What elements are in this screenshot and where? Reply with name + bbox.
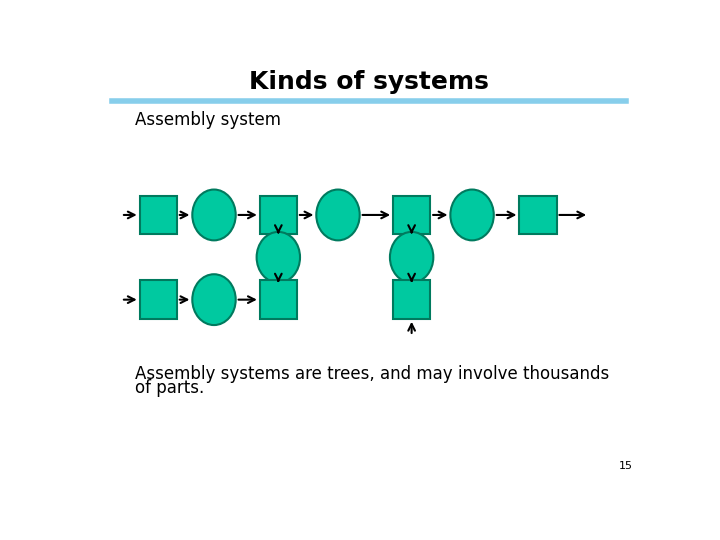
Bar xyxy=(393,195,431,234)
Ellipse shape xyxy=(192,274,235,325)
Bar xyxy=(260,280,297,319)
Text: Assembly system: Assembly system xyxy=(135,111,281,129)
Bar xyxy=(260,195,297,234)
Ellipse shape xyxy=(390,232,433,283)
Bar xyxy=(140,195,177,234)
Text: Kinds of systems: Kinds of systems xyxy=(249,70,489,94)
Text: 15: 15 xyxy=(618,461,632,471)
Ellipse shape xyxy=(256,232,300,283)
Bar xyxy=(519,195,557,234)
Ellipse shape xyxy=(451,190,494,240)
Ellipse shape xyxy=(316,190,360,240)
Ellipse shape xyxy=(192,190,235,240)
Bar xyxy=(393,280,431,319)
Text: Assembly systems are trees, and may involve thousands: Assembly systems are trees, and may invo… xyxy=(135,365,609,383)
Bar xyxy=(140,280,177,319)
Text: of parts.: of parts. xyxy=(135,379,204,397)
